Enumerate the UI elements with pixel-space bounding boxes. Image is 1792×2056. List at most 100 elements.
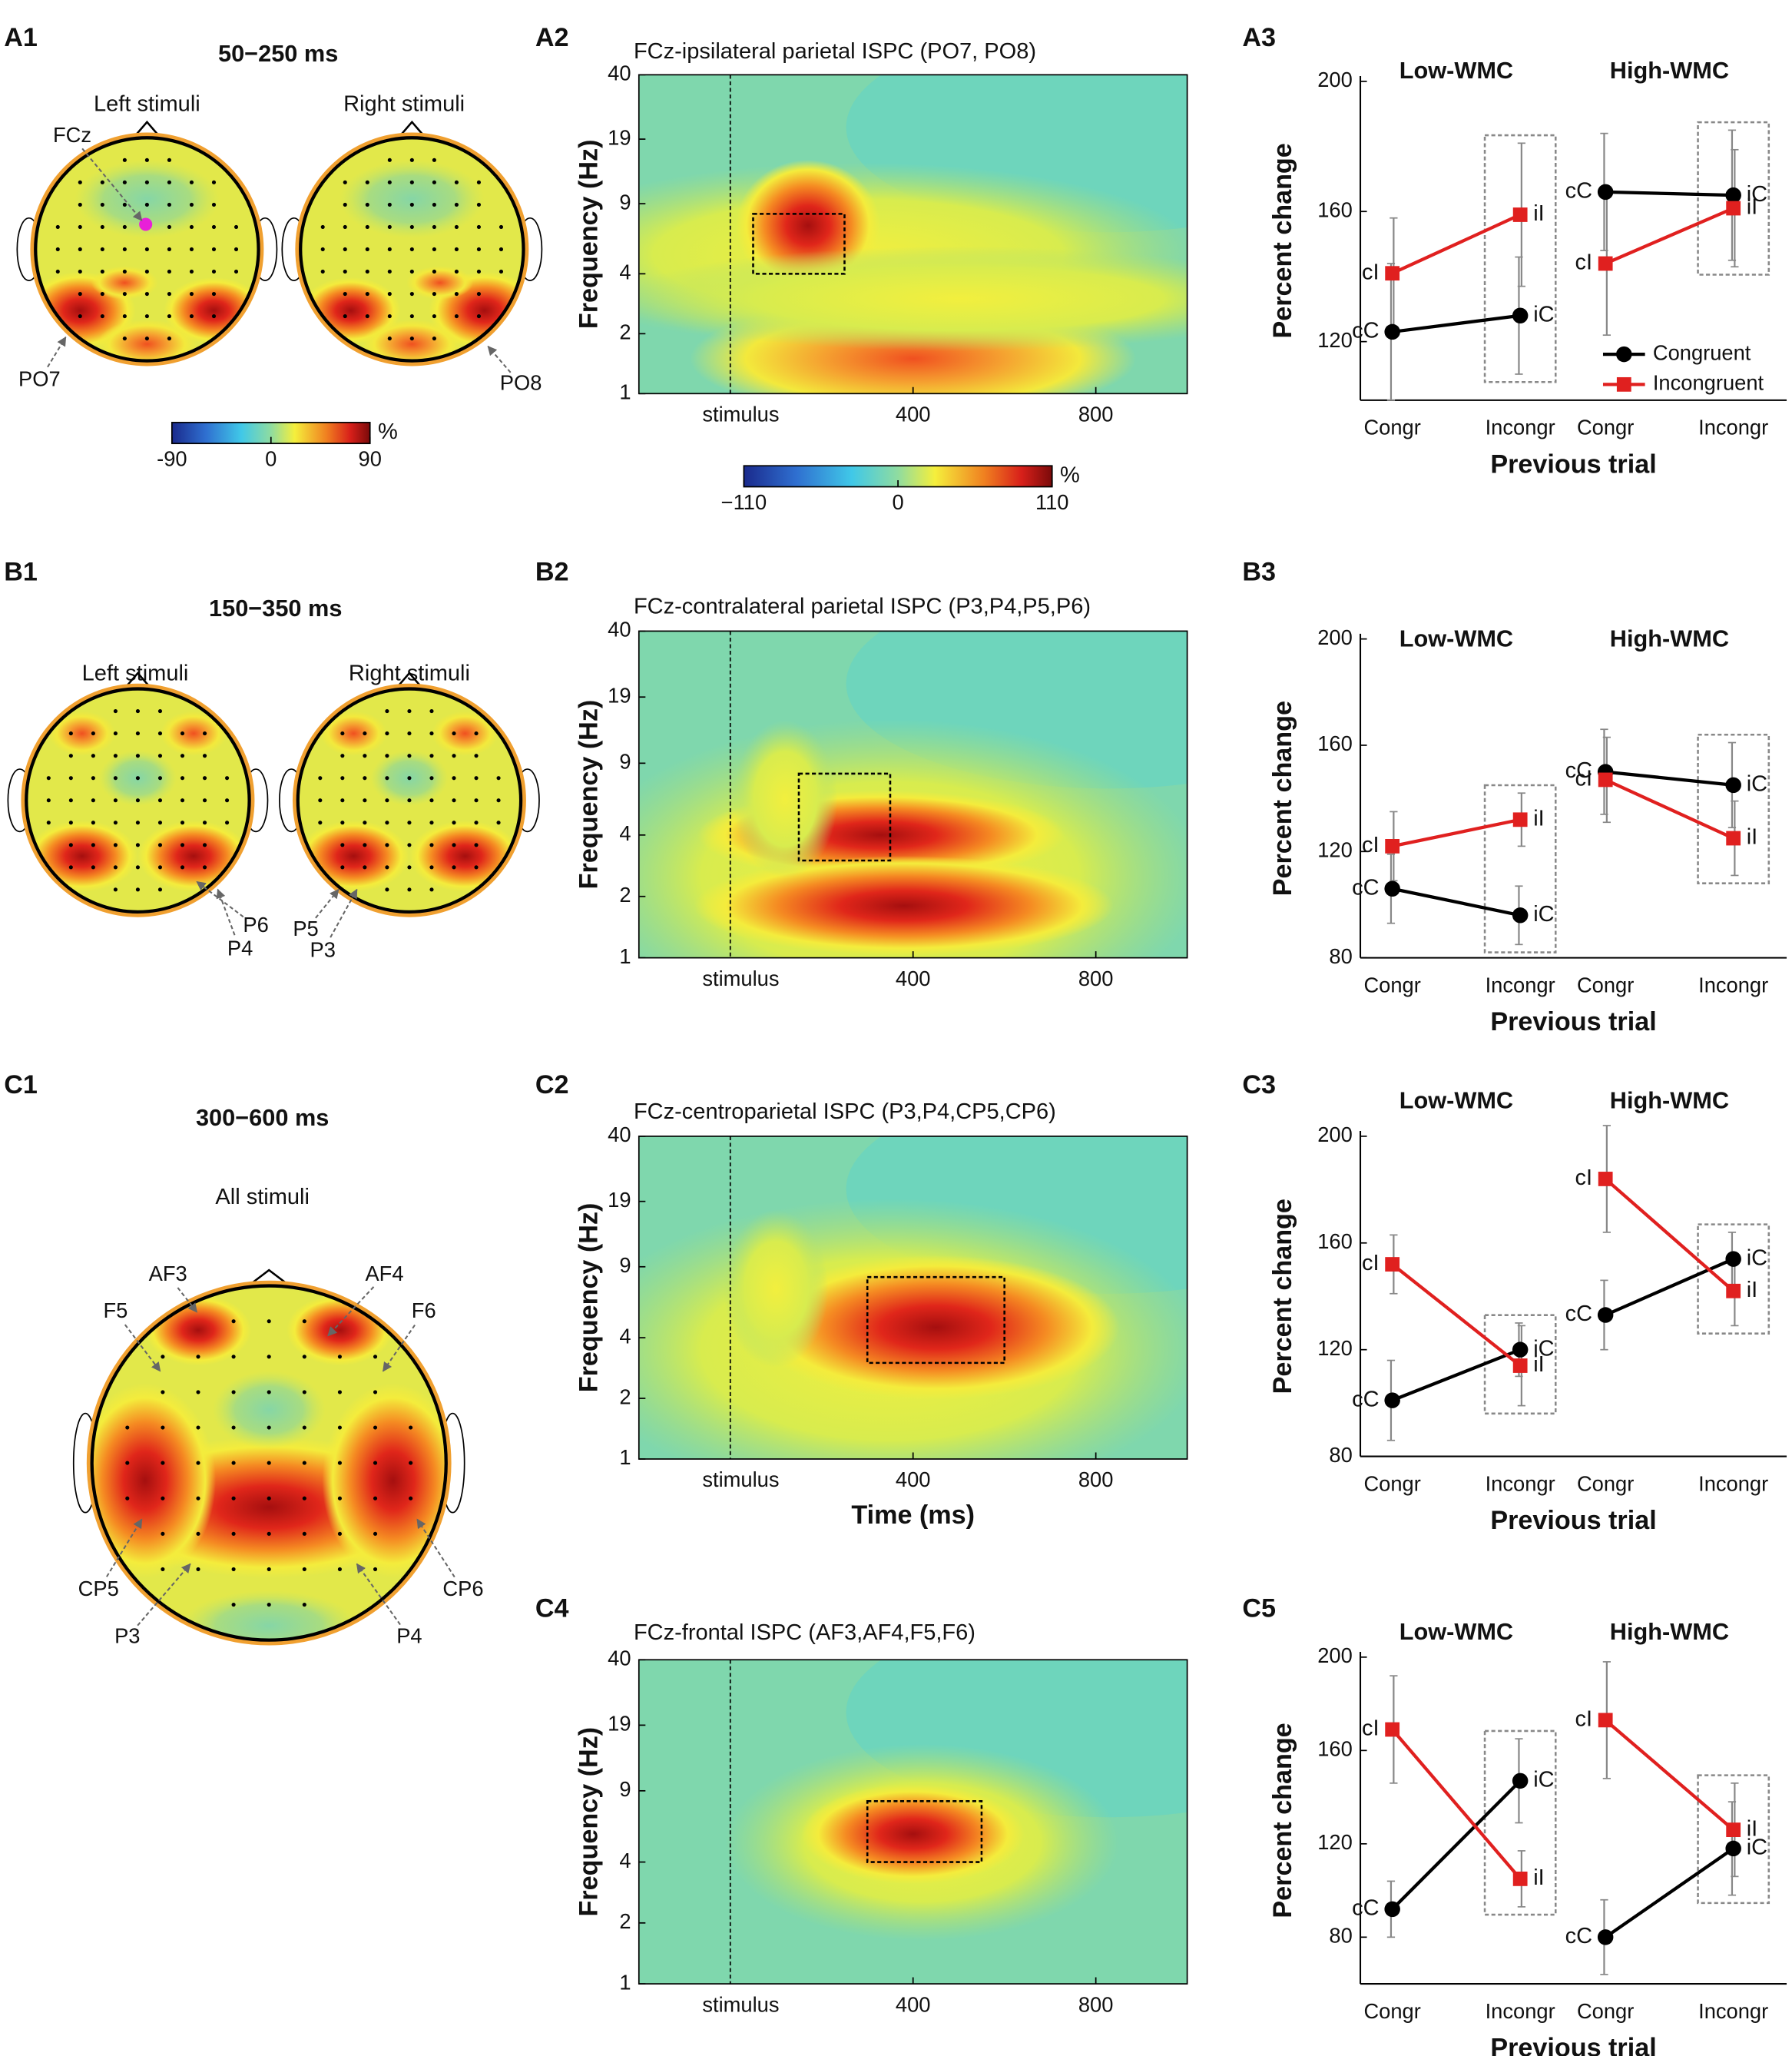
electrode-dot	[454, 247, 459, 252]
electrode-dot	[202, 821, 207, 825]
electrode-dot	[202, 865, 207, 870]
electrode-dot	[267, 1496, 271, 1501]
highlight-box	[1483, 134, 1557, 383]
x-tick-label: Congr	[1363, 416, 1420, 439]
electrode-dot	[267, 1355, 271, 1359]
electrode-pointer	[487, 345, 512, 373]
electrode-dot	[100, 202, 104, 207]
electrode-dot	[373, 1355, 378, 1359]
electrode-dot	[409, 247, 414, 252]
electrode-dot	[302, 1461, 306, 1465]
head-rim	[21, 683, 255, 917]
point-label: iI	[1747, 1278, 1758, 1302]
electrode-dot	[373, 1496, 378, 1501]
electrode-pointer	[327, 1286, 375, 1337]
electrode-dot	[135, 821, 140, 825]
point-label: cI	[1575, 1707, 1593, 1732]
y-tick-label: 1	[619, 1970, 631, 1994]
marker	[1597, 1929, 1614, 1945]
electrode-dot	[113, 865, 118, 870]
electrode-dot	[157, 843, 163, 847]
electrode-dot	[135, 709, 140, 714]
scalp-blob	[406, 266, 474, 300]
electrode-dot	[135, 865, 140, 870]
y-tick-label: 80	[1329, 944, 1352, 968]
y-tick-label: 200	[1317, 1123, 1353, 1146]
electrode-dot	[267, 1461, 271, 1465]
heatmap-blob	[694, 855, 1115, 956]
point-label: cC	[1565, 1924, 1592, 1948]
electrode-dot	[161, 1567, 165, 1571]
marker	[1726, 201, 1741, 216]
point-label: cI	[1362, 833, 1380, 857]
electrode-dot	[189, 291, 194, 297]
head-outline	[90, 1284, 448, 1642]
electrode-pointer	[416, 1518, 455, 1578]
map-label: Left stimuli	[94, 91, 200, 116]
electrode-label: CP5	[78, 1577, 119, 1600]
electrode-dot	[387, 313, 392, 319]
electrode-dot	[122, 158, 127, 162]
electrode-pointer	[81, 148, 143, 221]
series-line	[1392, 817, 1521, 848]
electrode-dot	[452, 843, 456, 847]
series-line	[1604, 1719, 1735, 1832]
electrode-dot	[432, 269, 436, 274]
electrode-dot	[231, 1567, 236, 1571]
series-line	[1392, 313, 1521, 334]
electrode-dot	[343, 202, 347, 207]
panel-label: B3	[1242, 557, 1276, 586]
electrode-label: F6	[412, 1298, 436, 1322]
electrode-dot	[385, 731, 389, 736]
electrode-dot	[385, 776, 389, 781]
electrode-dot	[122, 180, 127, 184]
electrode-dot	[337, 1461, 342, 1465]
electrode-dot	[474, 821, 479, 825]
electrode-dot	[125, 1496, 130, 1501]
panel-label: A1	[4, 23, 38, 52]
electrode-dot	[157, 798, 163, 803]
electrode-dot	[365, 291, 369, 297]
electrode-dot	[365, 202, 369, 207]
electrode-dot	[302, 1390, 306, 1394]
electrode-dot	[432, 224, 436, 229]
electrode-dot	[409, 313, 414, 319]
electrode-dot	[429, 865, 434, 870]
point-label: iC	[1747, 772, 1767, 797]
heatmap-blob	[732, 720, 838, 878]
electrode-dot	[122, 202, 127, 207]
electrode-dot	[363, 821, 367, 825]
electrode-dot	[144, 202, 149, 207]
electrode-dot	[499, 224, 504, 229]
electrode-pointer	[106, 1518, 143, 1577]
electrode-dot	[363, 776, 367, 781]
electrode-dot	[167, 180, 171, 184]
electrode-dot	[343, 247, 347, 252]
y-tick-label: 160	[1317, 1737, 1353, 1761]
x-tick-label: 400	[896, 1467, 931, 1491]
electrode-dot	[46, 776, 51, 781]
electrode-dot	[320, 247, 325, 252]
plot-title: FCz-contralateral parietal ISPC (P3,P4,P…	[634, 594, 1091, 618]
electrode-dot	[452, 776, 456, 781]
group-title: High-WMC	[1610, 1087, 1729, 1114]
electrode-dot	[78, 291, 82, 297]
electrode-pointer	[330, 888, 358, 938]
electrode-dot	[113, 821, 118, 825]
x-tick-label: 400	[896, 1992, 931, 2016]
x-tick-label: Incongr	[1486, 416, 1555, 439]
y-axis-label: Percent change	[1268, 701, 1297, 896]
heatmap	[638, 1660, 1187, 1985]
electrode-dot	[180, 865, 185, 870]
electrode-dot	[135, 754, 140, 758]
panel-label: B1	[4, 557, 38, 586]
electrode-dot	[125, 1461, 130, 1465]
y-tick-label: 200	[1317, 68, 1353, 91]
electrode-dot	[211, 313, 217, 319]
marker	[1597, 184, 1614, 201]
marker	[1385, 1722, 1400, 1737]
map-label: Left stimuli	[82, 661, 189, 685]
electrode-dot	[499, 269, 504, 274]
scalp-blob	[320, 711, 387, 756]
electrode-dot	[161, 1531, 165, 1536]
